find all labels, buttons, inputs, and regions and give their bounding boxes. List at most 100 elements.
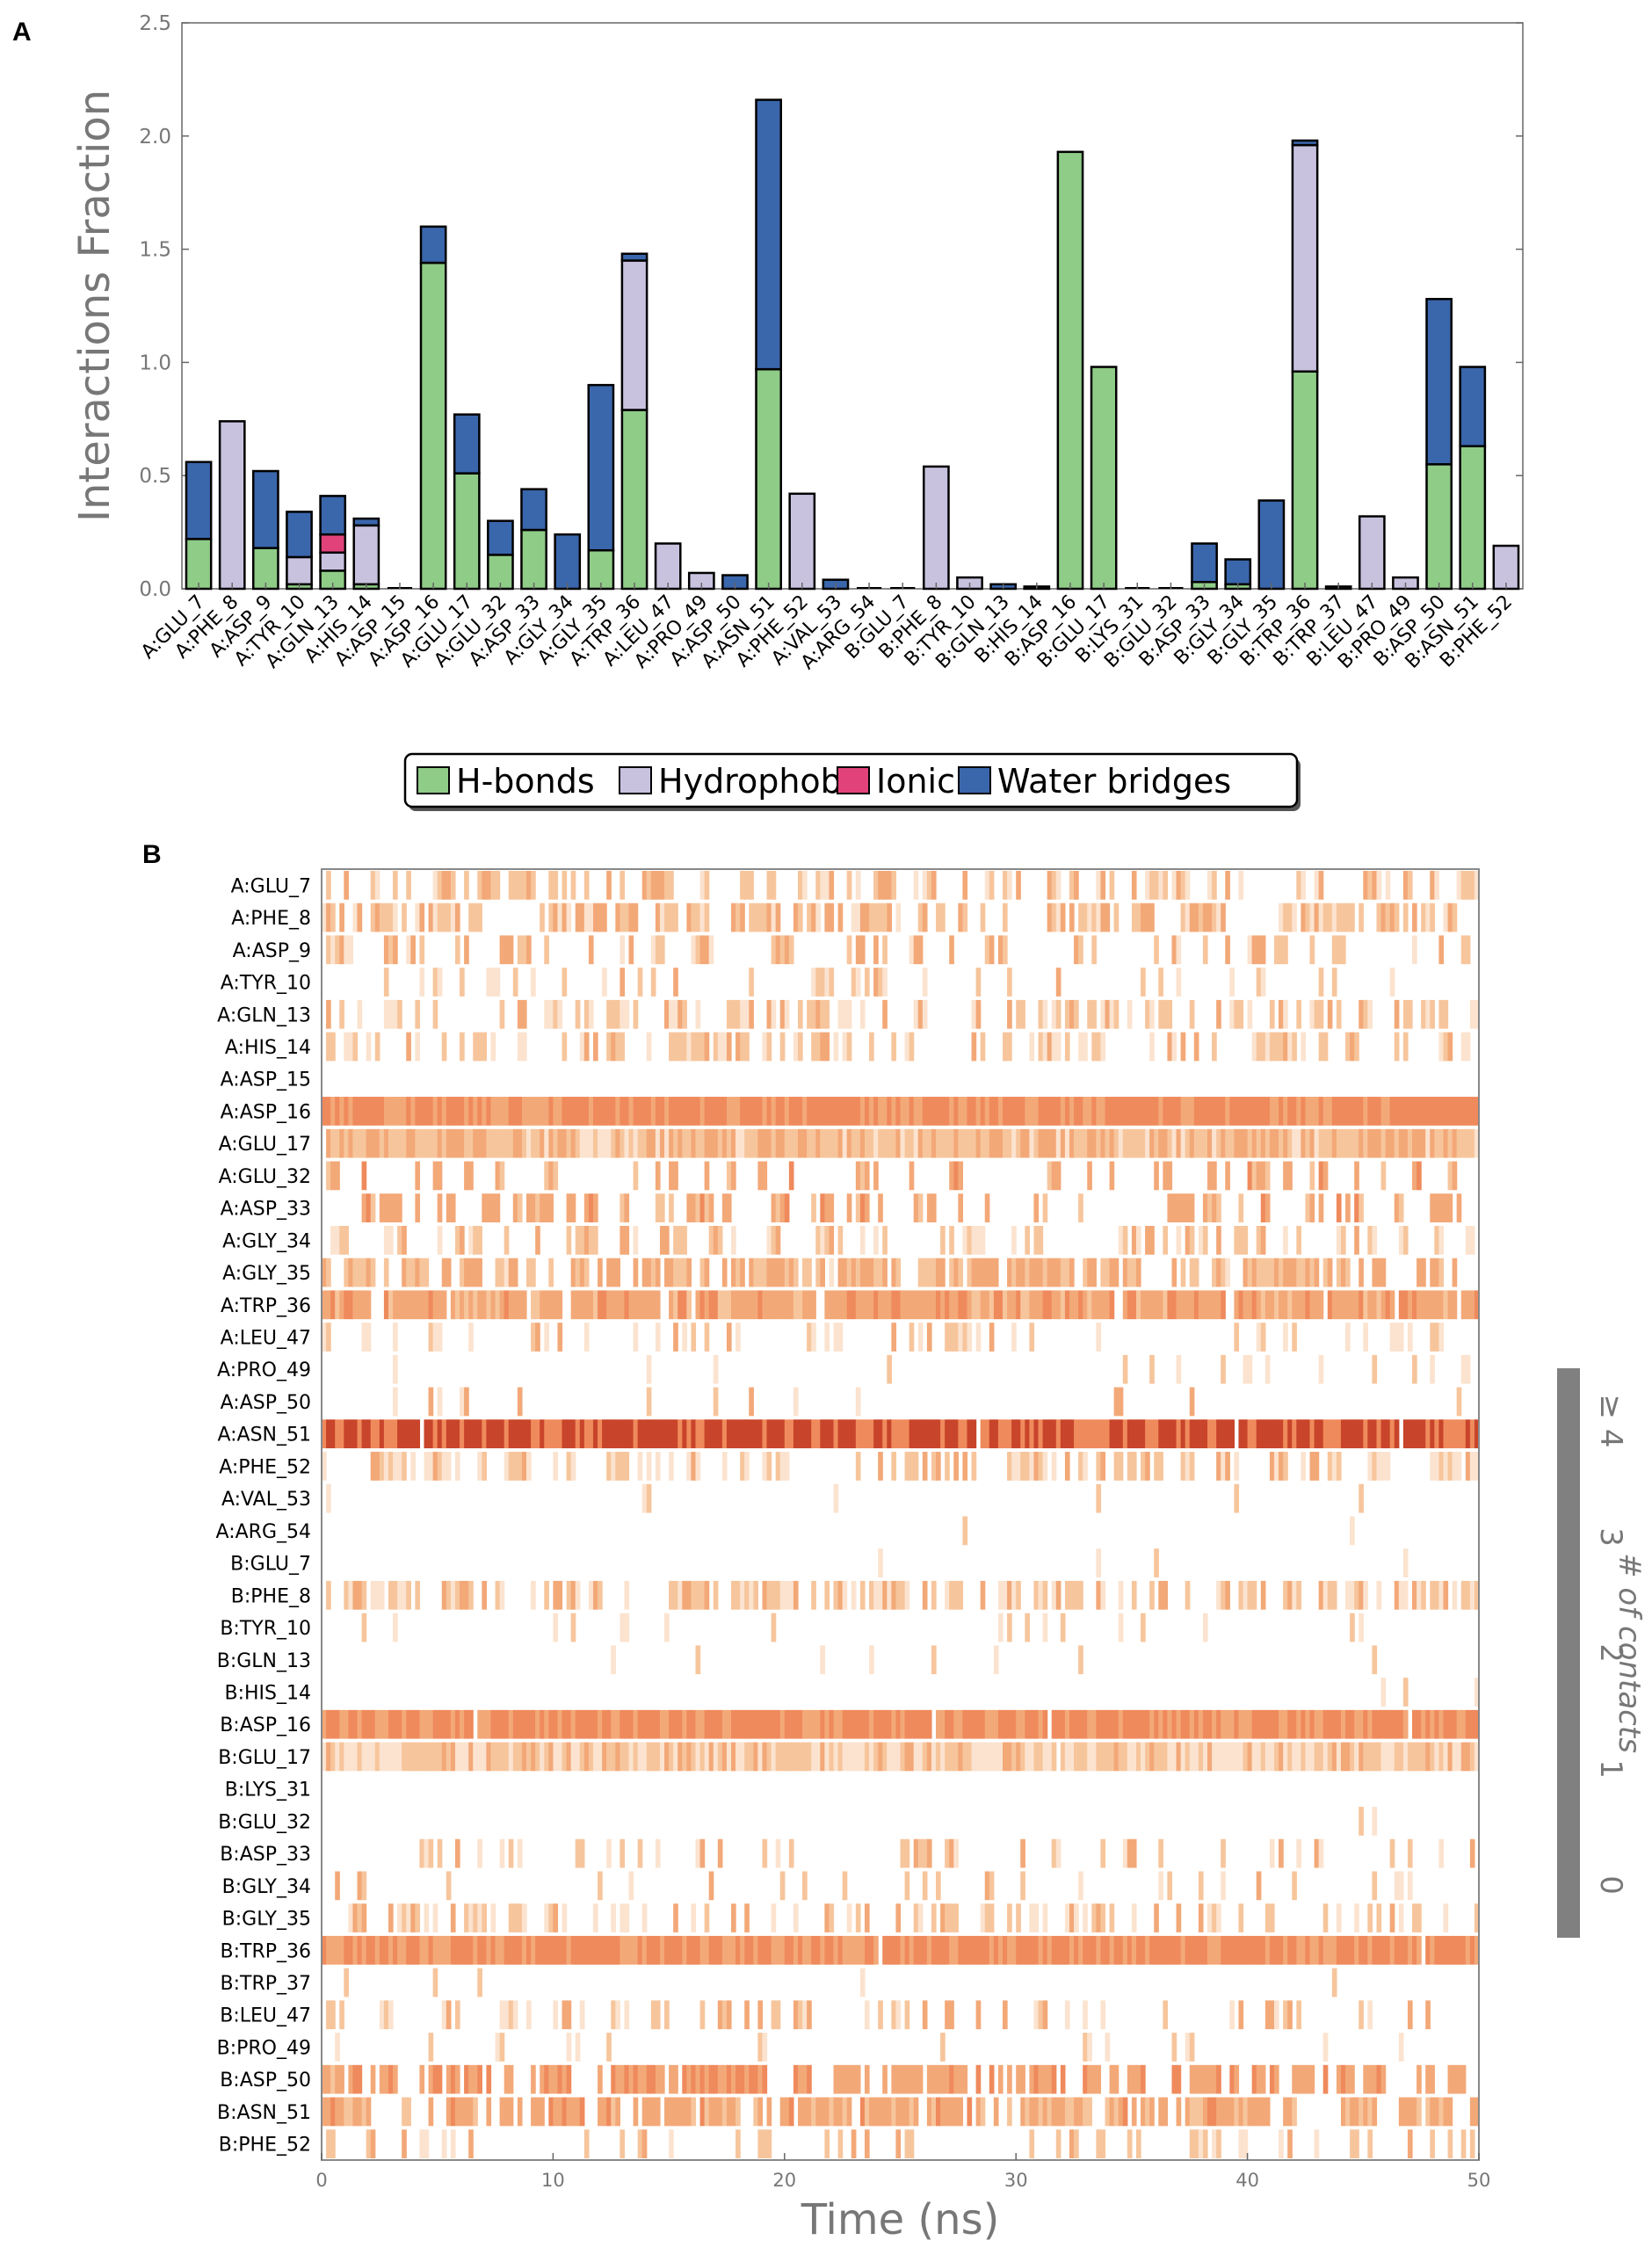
heatmap-cell [984,1258,990,1287]
heatmap-cell [1083,1903,1088,1932]
heatmap-cell [851,1290,857,1320]
heatmap-cell [793,1419,799,1449]
heatmap-cell [659,903,665,932]
heatmap-cell [339,1097,344,1126]
heatmap-cell [490,1193,496,1222]
heatmap-cell [1091,903,1097,932]
heatmap-cell [624,1225,630,1255]
heatmap-cell [677,1258,683,1287]
heatmap-cell [486,1742,492,1772]
heatmap-cell [1438,1323,1445,1352]
heatmap-cell [473,1032,478,1062]
heatmap-cell [811,1709,816,1739]
heatmap-cell [740,1032,745,1062]
heatmap-row-a-glu-7 [326,871,1480,900]
heatmap-cell [1309,1290,1315,1320]
heatmap-cell [1083,1097,1088,1126]
heatmap-cell [544,1290,549,1320]
heatmap-cell [1264,1032,1271,1062]
heatmap-cell [1318,999,1324,1029]
heatmap-cell [1372,1128,1378,1158]
heatmap-cell [464,1580,469,1610]
heatmap-cell [606,1097,612,1126]
heatmap-cell [1243,1935,1249,1965]
heatmap-cell [464,1387,469,1417]
heatmap-cell [740,2064,745,2094]
heatmap-cell [393,1387,398,1417]
heatmap-cell [330,1032,336,1062]
heatmap-cell [344,1580,349,1610]
heatmap-cell [1105,1097,1111,1126]
heatmap-cell [936,1709,941,1739]
heatmap-cell [784,999,790,1029]
heatmap-cell [1417,2064,1422,2094]
heatmap-cell [1376,1709,1382,1739]
heatmap-cell [620,1903,626,1932]
heatmap-cell [1407,999,1413,1029]
heatmap-cell [1247,1580,1253,1610]
heatmap-cell [1287,1128,1293,1158]
heatmap-cell [704,1128,710,1158]
heatmap-cell [820,1935,825,1965]
heatmap-cell [779,1419,786,1449]
heatmap-cell [646,1354,652,1384]
heatmap-cell [1158,1452,1163,1481]
heatmap-cell [1372,1225,1378,1255]
heatmap-cell [869,1097,874,1126]
heatmap-cell [1007,1452,1012,1481]
heatmap-cell [904,1290,910,1320]
heatmap-cell [984,1871,990,1901]
heatmap-cell [1309,1097,1315,1126]
heatmap-cell [895,1580,902,1610]
heatmap-cell [1327,999,1333,1029]
heatmap-cell [557,1323,563,1352]
heatmap-cell [1060,1613,1066,1642]
heatmap-cell [415,1161,421,1191]
heatmap-cell [504,1935,510,1965]
heatmap-cell [878,1128,883,1158]
heatmap-cell [1421,1742,1426,1772]
heatmap-cell [824,968,830,997]
heatmap-cell [717,2097,723,2127]
heatmap-cell [650,871,656,900]
heatmap-cell [891,871,897,900]
heatmap-cell [945,1935,950,1965]
heatmap-cell [575,1742,581,1772]
heatmap-cell [682,1225,687,1255]
heatmap-cell [913,1742,919,1772]
heatmap-cell [940,1742,946,1772]
heatmap-cell [771,1128,777,1158]
heatmap-cell [620,1419,626,1449]
heatmap-cell [1336,1742,1342,1772]
heatmap-cell [575,1097,581,1126]
heatmap-cell [837,2129,844,2158]
heatmap-cell [1273,1258,1279,1287]
heatmap-cell [673,2064,678,2094]
heatmap-cell [1229,2000,1235,2030]
heatmap-cell [424,1128,430,1158]
heatmap-cell [1318,1161,1324,1191]
heatmap-cell [1083,1935,1088,1965]
heatmap-cell [1251,1580,1257,1610]
heatmap-cell [1141,968,1146,997]
heatmap-cell [1216,1290,1221,1320]
heatmap-cell [1074,999,1079,1029]
heatmap-cell [344,1032,349,1062]
heatmap-cell [415,1935,421,1965]
heatmap-cell [330,1290,336,1320]
heatmap-cell [1376,1128,1382,1158]
heatmap-cell [1376,1580,1382,1610]
heatmap-row-b-glu-17 [322,1742,1480,1772]
heatmap-cell [975,1709,982,1739]
heatmap-cell [1417,1935,1422,1965]
heatmap-cell [553,871,559,900]
heatmap-cell [1367,999,1373,1029]
legend-swatch-hydrophobic [619,766,652,794]
heatmap-cell [1083,2064,1088,2094]
heatmap-cell [393,1193,398,1222]
heatmap-cell [1109,1903,1115,1932]
heatmap-cell [570,1128,576,1158]
heatmap-cell [441,1935,447,1965]
heatmap-cell [437,1161,443,1191]
heatmap-cell [1452,1452,1458,1481]
